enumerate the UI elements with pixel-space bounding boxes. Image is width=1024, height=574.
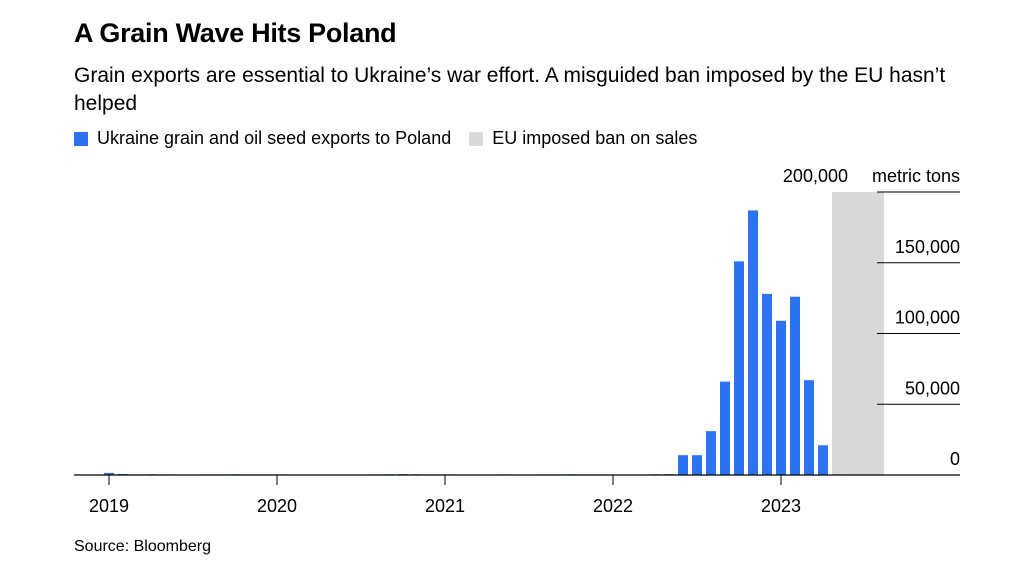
legend-label-ban: EU imposed ban on sales bbox=[492, 128, 698, 148]
ban-period-shading bbox=[832, 192, 884, 475]
x-tick-label: 2022 bbox=[593, 496, 633, 516]
x-tick-label: 2019 bbox=[89, 496, 129, 516]
chart-subtitle: Grain exports are essential to Ukraine’s… bbox=[74, 64, 946, 115]
y-tick-label: 150,000 bbox=[895, 237, 960, 257]
bar-2022-12 bbox=[762, 293, 772, 475]
x-tick-label: 2023 bbox=[761, 496, 801, 516]
x-tick-label: 2021 bbox=[425, 496, 465, 516]
legend-swatch-exports bbox=[74, 131, 88, 146]
bar-2022-09 bbox=[720, 381, 730, 475]
bar-2022-06 bbox=[678, 455, 688, 475]
bar-2022-08 bbox=[706, 431, 716, 475]
y-tick-label: 200,000 bbox=[783, 166, 848, 186]
chart-title: A Grain Wave Hits Poland bbox=[74, 18, 397, 48]
bar-2022-11 bbox=[748, 210, 758, 475]
y-tick-label: 50,000 bbox=[905, 378, 960, 398]
bar-2022-07 bbox=[692, 455, 702, 475]
source-note: Source: Bloomberg bbox=[74, 538, 211, 555]
legend-label-exports: Ukraine grain and oil seed exports to Po… bbox=[97, 128, 452, 148]
bar-2022-10 bbox=[734, 261, 744, 475]
y-unit-label: metric tons bbox=[872, 166, 960, 186]
x-tick-label: 2020 bbox=[257, 496, 297, 516]
bar-2019-01 bbox=[104, 472, 114, 475]
legend: Ukraine grain and oil seed exports to Po… bbox=[74, 128, 715, 149]
bar-2023-04 bbox=[818, 445, 828, 475]
y-tick-label: 0 bbox=[950, 449, 960, 469]
legend-item-exports: Ukraine grain and oil seed exports to Po… bbox=[74, 128, 451, 149]
y-tick-label: 100,000 bbox=[895, 308, 960, 328]
bar-2023-03 bbox=[804, 380, 814, 475]
legend-swatch-ban bbox=[469, 131, 484, 146]
legend-item-ban: EU imposed ban on sales bbox=[469, 128, 697, 149]
bar-2023-02 bbox=[790, 296, 800, 475]
bar-2023-01 bbox=[776, 320, 786, 475]
